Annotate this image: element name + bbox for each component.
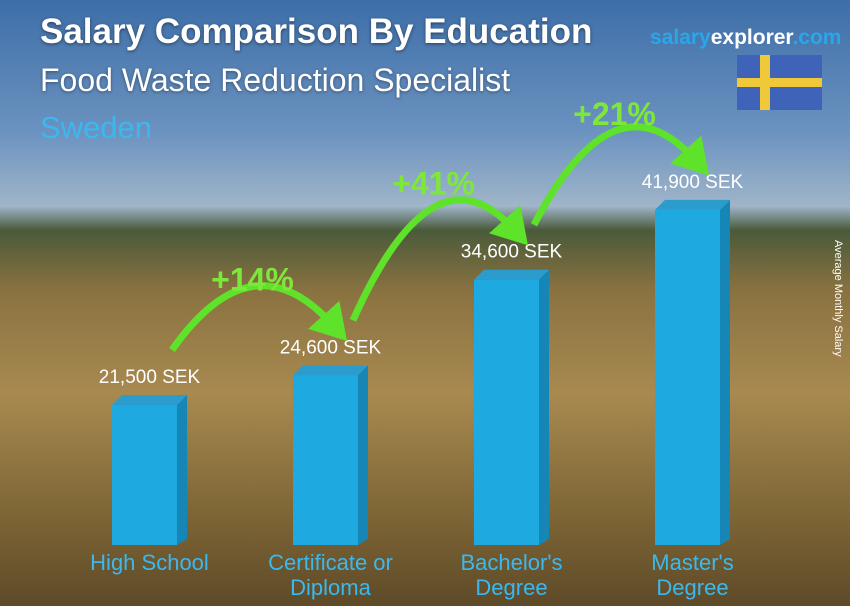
category-label-1: Certificate or xyxy=(268,550,393,575)
category-label-2: Bachelor's xyxy=(460,550,562,575)
bar-side-2 xyxy=(539,269,549,545)
change-label-1: +41% xyxy=(392,166,475,202)
bar-top-3 xyxy=(655,199,730,210)
category-label-0: High School xyxy=(90,550,209,575)
value-label-3: 41,900 SEK xyxy=(642,172,744,193)
y-axis-label: Average Monthly Salary xyxy=(832,240,844,357)
value-label-2: 34,600 SEK xyxy=(461,242,563,263)
bar-3 xyxy=(655,209,720,545)
job-title: Food Waste Reduction Specialist xyxy=(40,62,511,98)
value-label-0: 21,500 SEK xyxy=(99,367,201,388)
bar-2 xyxy=(474,279,539,545)
change-arrow-0 xyxy=(169,282,348,352)
category-label-1: Diploma xyxy=(290,575,371,600)
bar-top-0 xyxy=(112,394,187,405)
bar-side-0 xyxy=(177,394,187,545)
bar-top-1 xyxy=(293,365,368,376)
category-label-3: Degree xyxy=(656,575,728,600)
category-label-3: Master's xyxy=(651,550,733,575)
country-label: Sweden xyxy=(40,110,153,145)
bar-1 xyxy=(293,375,358,545)
chart-title: Salary Comparison By Education xyxy=(40,12,593,51)
change-arrow-2 xyxy=(530,123,710,227)
sweden-flag-icon xyxy=(737,55,822,110)
bar-top-2 xyxy=(474,269,549,280)
category-label-2: Degree xyxy=(475,575,547,600)
bar-0 xyxy=(112,404,177,545)
change-label-0: +14% xyxy=(211,261,294,297)
bar-side-3 xyxy=(720,199,730,545)
brand-logo[interactable]: salaryexplorer.com xyxy=(650,26,842,49)
bar-side-1 xyxy=(358,365,368,545)
change-arrow-1 xyxy=(349,196,529,322)
value-label-1: 24,600 SEK xyxy=(280,337,382,358)
change-label-2: +21% xyxy=(573,96,656,132)
